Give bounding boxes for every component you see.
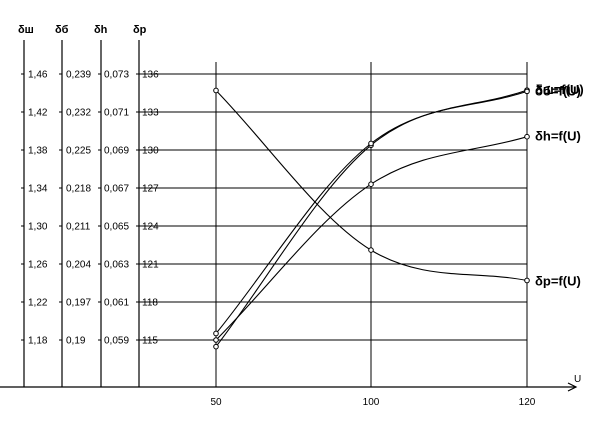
y-axis-title: δh — [94, 24, 108, 36]
y-tick-label: 118 — [142, 298, 158, 309]
y-tick-label: 0,067 — [104, 184, 129, 195]
x-axis-title: U — [574, 374, 581, 385]
y-tick-label: 0,211 — [66, 222, 91, 233]
y-tick-label: 0,225 — [66, 146, 91, 157]
y-tick-label: 0,232 — [66, 108, 91, 119]
series-markers — [213, 87, 530, 350]
x-tick-label: 100 — [363, 397, 380, 408]
x-tick-label: 50 — [210, 397, 222, 408]
y-tick-label: 1,34 — [28, 184, 48, 195]
y-tick-label: 133 — [142, 108, 159, 119]
series-label: δш=f(U) — [535, 82, 584, 97]
y-tick-label: 0,061 — [104, 298, 129, 309]
x-tick-label: 120 — [519, 397, 536, 408]
y-tick-label: 0,218 — [66, 184, 91, 195]
y-tick-label: 1,38 — [28, 146, 48, 157]
y-tick-label: 121 — [142, 260, 159, 271]
x-axis-arrow — [567, 382, 578, 392]
y-tick-label: 1,18 — [28, 336, 48, 347]
y-tick-label: 0,065 — [104, 222, 129, 233]
series-point — [524, 277, 530, 284]
y-axis-title: δб — [55, 24, 69, 36]
y-tick-label: 115 — [142, 336, 158, 347]
y-tick-label: 1,46 — [28, 70, 48, 81]
series-labels: δш=f(U)δб=f(U) δh=f(U) δр=f(U) — [535, 82, 584, 288]
y-tick-label: 1,22 — [28, 298, 48, 309]
series-label: δб=f(U) — [535, 83, 581, 98]
y-tick-label: 1,30 — [28, 222, 48, 233]
y-axis-title: δш — [18, 24, 34, 36]
y-axis-title: δр — [133, 24, 147, 36]
grid — [139, 62, 528, 387]
y-tick-label: 0,204 — [66, 260, 91, 271]
series-point — [213, 87, 219, 94]
y-tick-label: 130 — [142, 146, 159, 157]
y-tick-label: 1,26 — [28, 260, 48, 271]
y-tick-label: 0,073 — [104, 70, 129, 81]
series-point — [213, 343, 219, 350]
y-tick-label: 0,059 — [104, 336, 129, 347]
y-tick-label: 0,063 — [104, 260, 129, 271]
y-tick-label: 127 — [142, 184, 159, 195]
y-tick-label: 0,071 — [104, 108, 129, 119]
series-label: δh=f(U) — [535, 129, 581, 144]
y-tick-label: 124 — [142, 222, 159, 233]
y-tick-labels: 1,18 1,22 1,26 1,30 1,34 1,38 1,42 1,46 0,19 0,19… — [28, 70, 159, 347]
series-point — [524, 88, 530, 95]
series-point — [368, 140, 374, 147]
series-label: δр=f(U) — [535, 273, 581, 288]
series-point — [213, 330, 219, 337]
y-tick-label: 136 — [142, 70, 159, 81]
series-point — [524, 133, 530, 140]
series-point — [368, 247, 374, 253]
x-tick-labels: 50 100 120 — [210, 397, 535, 408]
series-point — [368, 181, 374, 187]
y-tick-label: 0,197 — [66, 298, 91, 309]
series-line — [215, 90, 528, 282]
axes: δш δб δh δр U — [0, 24, 581, 392]
y-tick-label: 0,19 — [66, 336, 86, 347]
series-point — [213, 337, 219, 343]
y-tick-label: 0,239 — [66, 70, 91, 81]
y-tick-label: 1,42 — [28, 108, 48, 119]
y-tick-label: 0,069 — [104, 146, 129, 157]
